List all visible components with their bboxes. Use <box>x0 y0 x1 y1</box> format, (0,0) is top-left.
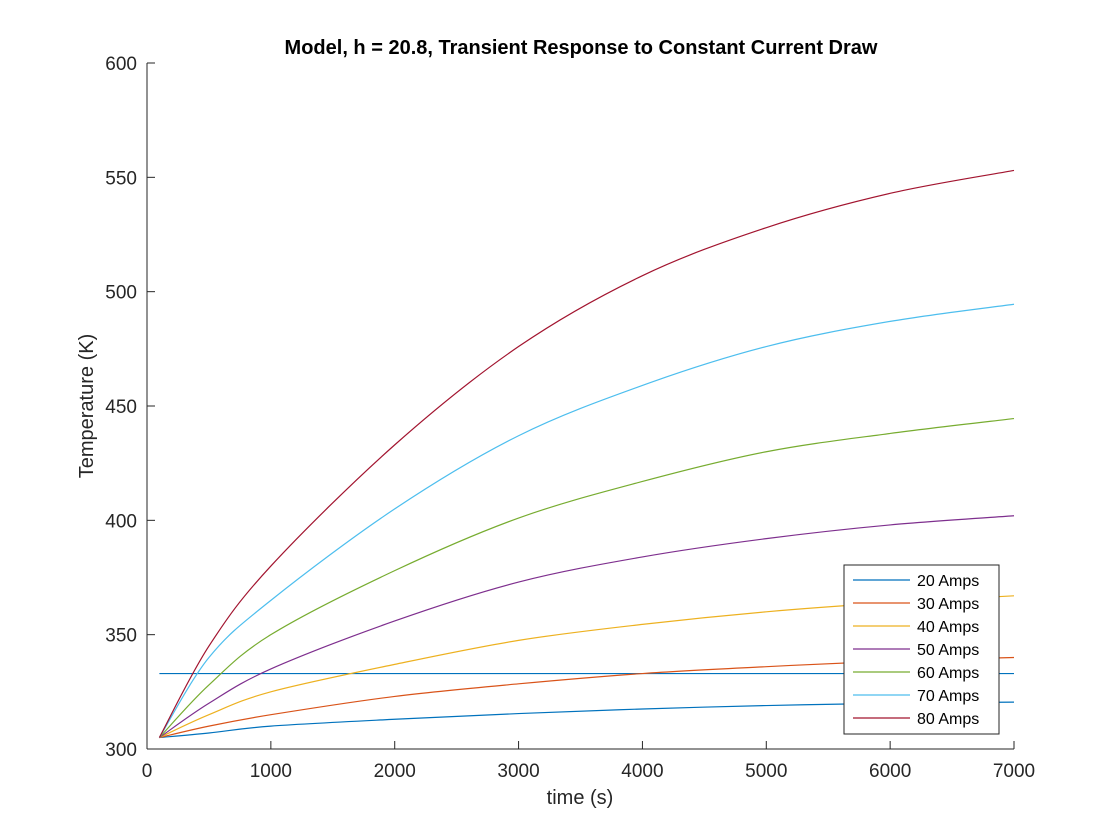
x-tick-label: 5000 <box>745 761 787 782</box>
series-line-70-amps <box>158 303 1015 738</box>
legend: 20 Amps 30 Amps 40 Amps 50 Amps 60 Amps 70 Am… <box>843 564 1000 735</box>
x-tick-label: 3000 <box>497 761 539 782</box>
legend-label: 40 Amps <box>917 619 979 636</box>
x-tick-label: 6000 <box>869 761 911 782</box>
x-tick-label: 7000 <box>993 761 1035 782</box>
series-line-80-amps <box>158 169 1015 738</box>
legend-label: 80 Amps <box>917 711 979 728</box>
legend-label: 20 Amps <box>917 573 979 590</box>
legend-label: 60 Amps <box>917 665 979 682</box>
x-ticks: 0 1000 2000 3000 4000 5000 6000 7000 <box>142 741 1035 782</box>
x-tick-label: 4000 <box>621 761 663 782</box>
y-tick-label: 450 <box>105 397 137 418</box>
legend-label: 50 Amps <box>917 642 979 659</box>
series-line-60-amps <box>158 417 1015 738</box>
x-tick-label: 0 <box>142 761 153 782</box>
y-ticks: 300 350 400 450 500 550 600 <box>105 54 155 761</box>
y-tick-label: 600 <box>105 54 137 75</box>
plot-area <box>158 169 1015 739</box>
y-tick-label: 350 <box>105 626 137 647</box>
x-axis-label: time (s) <box>547 787 614 809</box>
x-tick-label: 2000 <box>374 761 416 782</box>
y-axis-label: Temperature (K) <box>76 334 98 479</box>
legend-label: 30 Amps <box>917 596 979 613</box>
legend-label: 70 Amps <box>917 688 979 705</box>
series-line-50-amps <box>159 515 1015 739</box>
x-tick-label: 1000 <box>250 761 292 782</box>
chart-title: Model, h = 20.8, Transient Response to C… <box>285 37 878 59</box>
y-tick-label: 400 <box>105 511 137 532</box>
y-tick-label: 300 <box>105 740 137 761</box>
y-tick-label: 500 <box>105 283 137 304</box>
y-tick-label: 550 <box>105 168 137 189</box>
